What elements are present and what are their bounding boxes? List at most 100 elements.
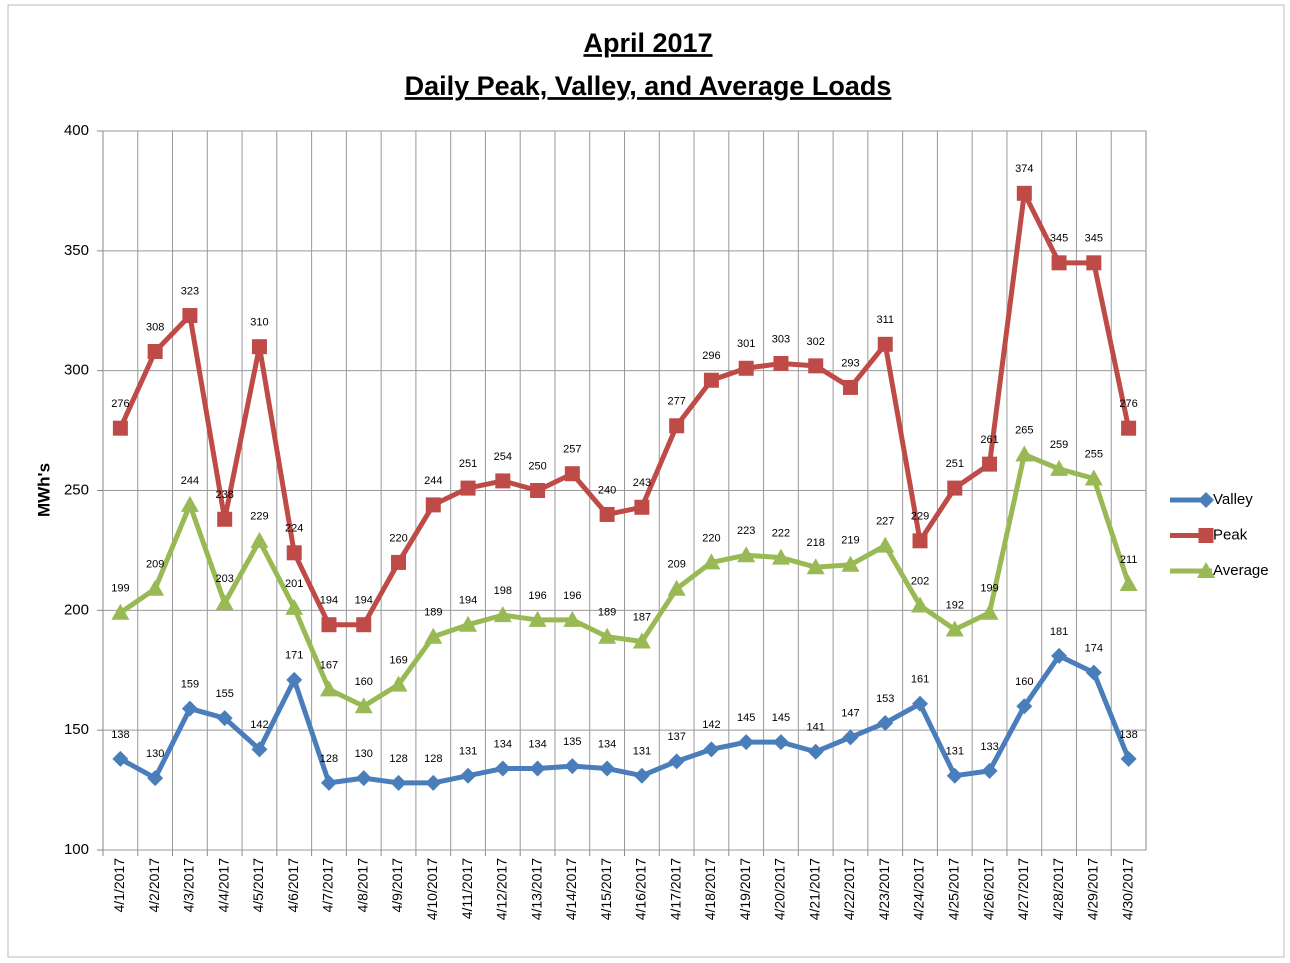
marker: [251, 741, 268, 758]
marker: [321, 617, 337, 633]
data-label: 255: [1085, 448, 1103, 460]
marker: [632, 632, 651, 649]
marker: [634, 499, 650, 515]
x-tick-label: 4/23/2017: [876, 858, 892, 920]
marker: [598, 627, 617, 644]
data-label: 211: [1120, 554, 1138, 566]
data-label: 133: [980, 741, 998, 753]
data-label: 134: [528, 738, 546, 750]
data-label: 301: [737, 338, 755, 350]
marker: [425, 497, 441, 513]
y-tick-label: 400: [64, 122, 89, 139]
data-label: 222: [772, 528, 790, 540]
data-label: 302: [807, 336, 825, 348]
data-label: 218: [807, 537, 825, 549]
marker: [912, 695, 929, 712]
legend-label: Peak: [1213, 526, 1248, 543]
marker: [667, 579, 686, 596]
data-label: 308: [146, 321, 164, 333]
data-label: 194: [355, 595, 373, 607]
chart-title: April 2017: [583, 28, 712, 58]
marker: [1084, 469, 1103, 486]
x-tick-label: 4/10/2017: [424, 858, 440, 920]
data-label: 130: [146, 748, 164, 760]
data-label: 131: [946, 746, 964, 758]
x-tick-label: 4/18/2017: [702, 858, 718, 920]
marker: [773, 355, 789, 371]
data-label: 194: [320, 595, 338, 607]
marker: [564, 758, 581, 775]
marker: [980, 603, 999, 620]
data-label: 254: [494, 451, 512, 463]
marker: [841, 555, 860, 572]
marker: [842, 729, 859, 746]
marker: [946, 767, 963, 784]
marker: [146, 579, 165, 596]
x-tick-label: 4/14/2017: [563, 858, 579, 920]
x-tick-label: 4/19/2017: [737, 858, 753, 920]
marker: [354, 697, 373, 714]
x-tick-label: 4/8/2017: [354, 858, 370, 913]
x-tick-label: 4/27/2017: [1015, 858, 1031, 920]
data-label: 261: [980, 434, 998, 446]
x-tick-label: 4/15/2017: [598, 858, 614, 920]
data-label: 219: [841, 535, 859, 547]
data-label: 209: [667, 559, 685, 571]
legend-label: Valley: [1213, 491, 1253, 508]
data-label: 138: [111, 729, 129, 741]
data-label: 134: [494, 738, 512, 750]
marker: [1120, 750, 1137, 767]
marker: [668, 753, 685, 770]
marker: [147, 770, 164, 787]
x-tick-label: 4/1/2017: [111, 858, 127, 913]
marker: [1085, 664, 1102, 681]
data-label: 345: [1085, 233, 1103, 245]
data-label: 169: [389, 655, 407, 667]
marker: [771, 548, 790, 565]
x-tick-label: 4/20/2017: [772, 858, 788, 920]
data-label: 259: [1050, 439, 1068, 451]
marker: [1051, 647, 1068, 664]
marker: [564, 466, 580, 482]
marker: [391, 554, 407, 570]
x-tick-label: 4/26/2017: [980, 858, 996, 920]
x-tick-label: 4/30/2017: [1119, 858, 1135, 920]
y-tick-label: 250: [64, 481, 89, 498]
data-label: 137: [667, 731, 685, 743]
data-label: 374: [1015, 163, 1033, 175]
data-label: 224: [285, 523, 303, 535]
marker: [1050, 459, 1069, 476]
marker: [807, 743, 824, 760]
chart-subtitle: Daily Peak, Valley, and Average Loads: [405, 71, 892, 101]
data-label: 181: [1050, 626, 1068, 638]
data-label: 167: [320, 659, 338, 671]
data-label: 229: [911, 511, 929, 523]
marker: [528, 610, 547, 627]
data-label: 227: [876, 516, 894, 528]
data-label: 128: [320, 753, 338, 765]
marker: [737, 546, 756, 563]
marker: [217, 511, 233, 527]
x-tick-label: 4/9/2017: [389, 858, 405, 913]
data-label: 141: [807, 722, 825, 734]
data-label: 251: [459, 458, 477, 470]
data-label: 276: [111, 398, 129, 410]
marker: [215, 594, 234, 611]
marker: [286, 545, 302, 561]
data-label: 194: [459, 595, 477, 607]
data-label: 174: [1085, 643, 1103, 655]
data-label: 220: [389, 532, 407, 544]
data-label: 203: [216, 573, 234, 585]
marker: [806, 558, 825, 575]
marker: [1198, 528, 1214, 543]
marker: [738, 360, 754, 376]
marker: [877, 714, 894, 731]
data-label: 303: [772, 333, 790, 345]
data-label: 196: [528, 590, 546, 602]
marker: [320, 774, 337, 791]
marker: [251, 339, 267, 355]
marker: [459, 615, 478, 632]
data-label: 192: [946, 599, 964, 611]
legend-label: Average: [1213, 562, 1269, 579]
